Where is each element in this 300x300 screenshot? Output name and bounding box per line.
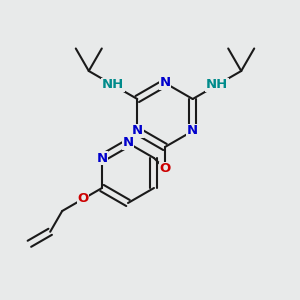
Text: N: N <box>122 136 134 149</box>
Text: O: O <box>77 193 88 206</box>
Text: N: N <box>132 124 143 137</box>
Text: N: N <box>187 124 198 137</box>
Text: NH: NH <box>102 79 124 92</box>
Text: N: N <box>159 76 171 89</box>
Text: O: O <box>159 163 171 176</box>
Text: NH: NH <box>206 79 228 92</box>
Text: N: N <box>97 152 108 164</box>
